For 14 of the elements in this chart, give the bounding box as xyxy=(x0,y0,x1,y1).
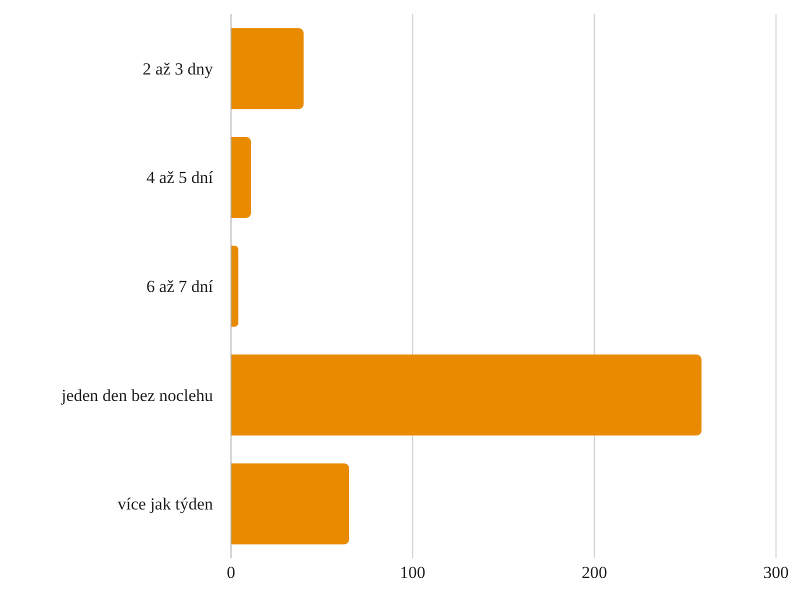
bar xyxy=(231,136,251,218)
y-tick-label: 6 až 7 dní xyxy=(146,277,214,296)
x-tick-label: 200 xyxy=(582,563,608,582)
y-tick-label: více jak týden xyxy=(118,494,214,514)
x-tick-label: 0 xyxy=(226,563,236,582)
y-tick-label: 2 až 3 dny xyxy=(142,59,214,78)
y-tick-label: jeden den bez noclehu xyxy=(60,386,214,405)
bar xyxy=(231,354,702,436)
x-tick-label: 300 xyxy=(763,563,789,582)
y-tick-label: 4 až 5 dní xyxy=(146,168,214,188)
bar xyxy=(231,28,304,110)
bar xyxy=(231,246,238,327)
bar xyxy=(231,463,350,544)
x-tick-label: 100 xyxy=(400,563,426,582)
